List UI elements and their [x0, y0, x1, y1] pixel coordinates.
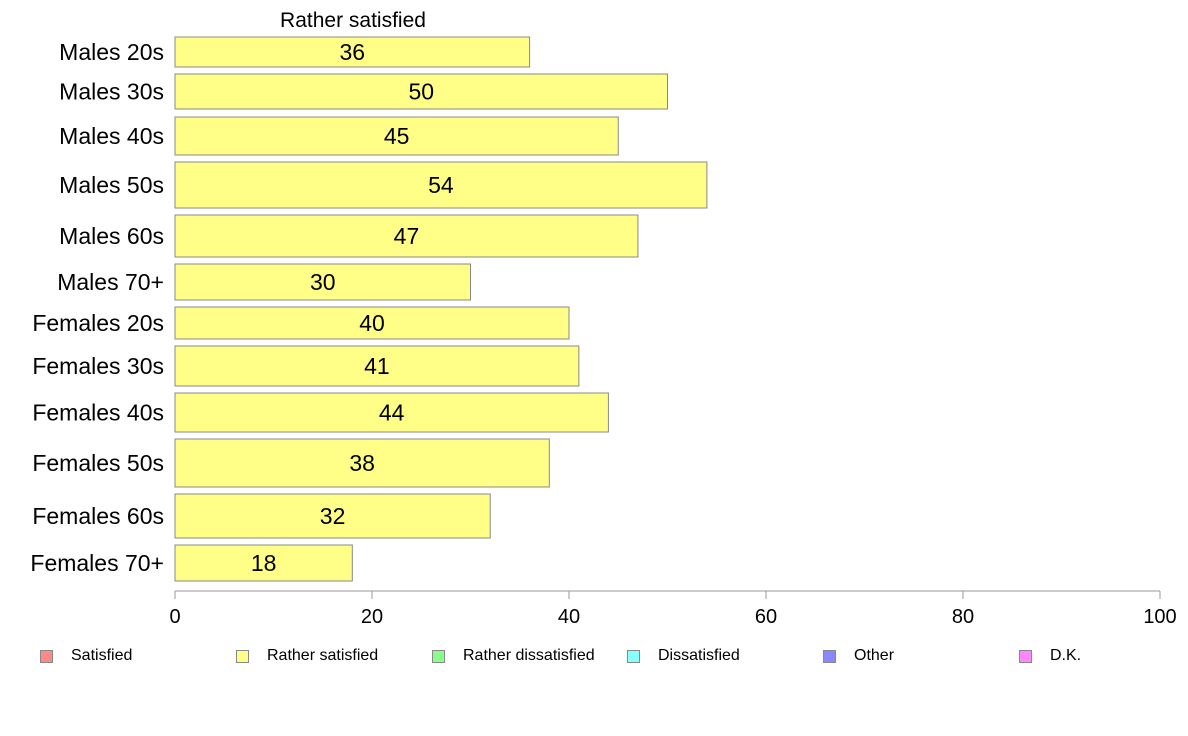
category-label: Females 50s	[32, 450, 164, 476]
bar-value-label: 50	[408, 79, 434, 105]
bar-value-label: 47	[394, 223, 420, 249]
bar	[174, 116, 619, 156]
category-label: Females 40s	[32, 400, 164, 426]
bars-layer: 36 Males 20s 50 Males 30s 45 Males 40s 54 Males…	[30, 36, 708, 582]
category-label: Males 50s	[59, 172, 164, 198]
bar	[174, 263, 471, 301]
category-label: Females 70+	[30, 550, 164, 576]
bar	[174, 161, 708, 209]
legend-item: Rather dissatisfied	[432, 645, 595, 667]
legend-item: D.K.	[1019, 645, 1081, 667]
bar-value-label: 36	[340, 39, 366, 65]
legend-item: Rather satisfied	[236, 645, 378, 667]
x-tick-label: 100	[1143, 606, 1176, 628]
legend-item: Dissatisfied	[627, 645, 740, 667]
bar-chart: Rather satisfied 36 Males 20s 50 Males 30s 4…	[30, 9, 1177, 628]
legend: Satisfied Rather satisfied Rather dissatis…	[0, 645, 1188, 669]
bar	[174, 438, 550, 488]
bar	[174, 214, 639, 258]
legend-swatch	[40, 649, 53, 663]
bar-value-label: 45	[384, 123, 410, 149]
bar-value-label: 38	[349, 450, 375, 476]
legend-item: Satisfied	[40, 645, 132, 667]
category-label: Females 30s	[32, 353, 164, 379]
bar	[174, 392, 609, 433]
legend-label: Satisfied	[71, 647, 133, 664]
x-tick-label: 0	[169, 606, 180, 628]
legend-label: D.K.	[1050, 647, 1082, 664]
bar-value-label: 44	[379, 400, 405, 426]
bar-value-label: 18	[251, 550, 277, 576]
x-axis: 0 20 40 60 80 100	[169, 590, 1177, 628]
category-label: Females 20s	[32, 310, 164, 336]
legend-item: Other	[823, 645, 894, 667]
legend-label: Rather satisfied	[267, 647, 379, 664]
bar-value-label: 54	[428, 172, 454, 198]
x-tick-label: 60	[755, 606, 777, 628]
legend-swatch	[627, 649, 640, 663]
category-label: Males 60s	[59, 223, 164, 249]
category-label: Males 20s	[59, 39, 164, 65]
x-tick-label: 20	[361, 606, 383, 628]
legend-swatch	[432, 649, 445, 663]
bar-value-label: 41	[364, 353, 390, 379]
x-tick-label: 80	[952, 606, 974, 628]
x-tick-label: 40	[558, 606, 580, 628]
bar	[174, 36, 531, 68]
legend-label: Other	[854, 647, 895, 664]
bar	[174, 73, 668, 110]
legend-swatch	[823, 649, 836, 663]
legend-label: Dissatisfied	[658, 647, 740, 664]
bar-value-label: 40	[359, 310, 385, 336]
category-label: Males 30s	[59, 79, 164, 105]
category-label: Females 60s	[32, 503, 164, 529]
category-label: Males 40s	[59, 123, 164, 149]
category-label: Males 70+	[57, 269, 164, 295]
bar	[174, 493, 491, 539]
bar	[174, 345, 580, 387]
legend-swatch	[1019, 649, 1032, 663]
bar	[174, 306, 570, 340]
bar-value-label: 30	[310, 269, 336, 295]
bar	[174, 544, 353, 582]
legend-label: Rather dissatisfied	[463, 647, 595, 664]
bar-value-label: 32	[320, 503, 346, 529]
legend-swatch	[236, 649, 249, 663]
chart-title: Rather satisfied	[280, 9, 426, 32]
